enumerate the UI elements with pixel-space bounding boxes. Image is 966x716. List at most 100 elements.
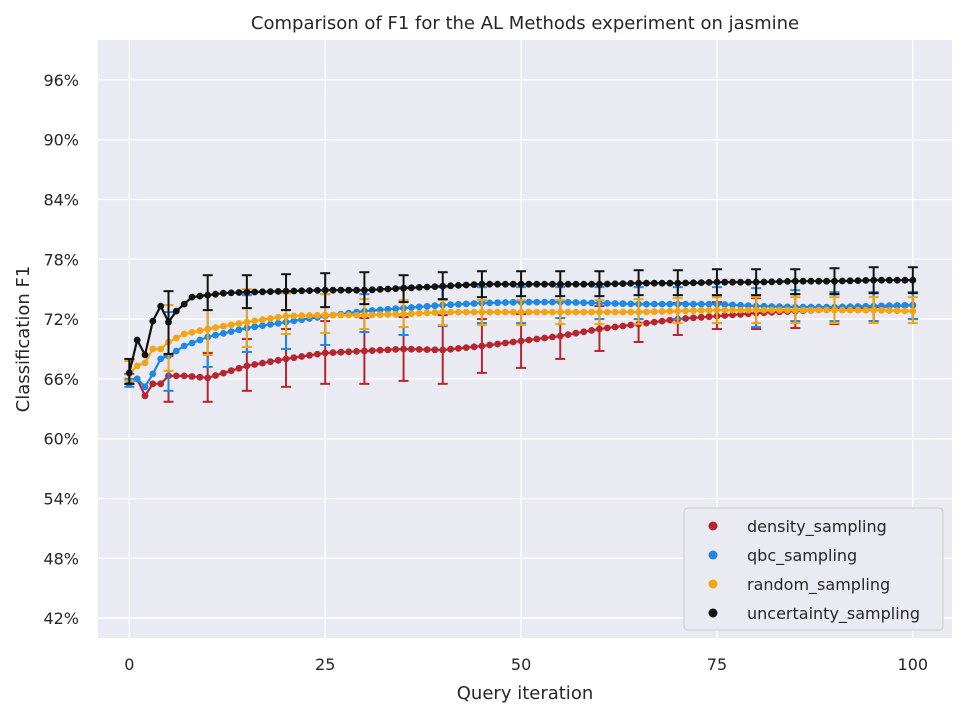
data-point bbox=[611, 308, 619, 316]
data-point bbox=[368, 311, 376, 319]
data-point bbox=[353, 286, 360, 294]
data-point bbox=[878, 276, 885, 284]
data-point bbox=[525, 280, 533, 288]
data-point bbox=[267, 321, 274, 328]
data-point bbox=[729, 306, 736, 314]
data-point bbox=[674, 279, 682, 287]
data-point bbox=[133, 375, 141, 383]
data-point bbox=[274, 313, 282, 321]
data-point bbox=[705, 300, 713, 308]
data-point bbox=[494, 299, 501, 307]
y-tick-label: 42% bbox=[43, 609, 79, 628]
data-point bbox=[799, 277, 807, 285]
data-point bbox=[564, 308, 572, 316]
data-point bbox=[235, 320, 243, 327]
data-point bbox=[400, 284, 407, 292]
data-point bbox=[721, 278, 729, 286]
y-tick-label: 60% bbox=[43, 430, 79, 449]
data-point bbox=[509, 298, 517, 306]
data-point bbox=[196, 373, 204, 381]
data-point bbox=[650, 300, 658, 308]
data-point bbox=[650, 318, 658, 326]
data-point bbox=[149, 370, 157, 378]
data-point bbox=[251, 361, 259, 368]
data-point bbox=[744, 278, 752, 286]
data-point bbox=[580, 299, 588, 307]
data-point bbox=[603, 308, 611, 316]
data-point bbox=[893, 302, 901, 309]
data-point bbox=[611, 300, 619, 307]
data-point bbox=[157, 302, 165, 310]
y-tick-label: 78% bbox=[43, 250, 79, 269]
data-point bbox=[525, 298, 533, 306]
data-point bbox=[455, 308, 462, 316]
data-point bbox=[682, 315, 689, 322]
data-point bbox=[298, 287, 306, 295]
y-tick-label: 54% bbox=[43, 489, 79, 508]
y-axis-label: Classification F1 bbox=[13, 266, 34, 413]
chart-title: Comparison of F1 for the AL Methods expe… bbox=[251, 13, 799, 34]
data-point bbox=[666, 307, 674, 315]
data-point bbox=[196, 292, 204, 300]
data-point bbox=[768, 278, 776, 286]
data-point bbox=[588, 327, 595, 334]
data-point bbox=[220, 322, 227, 330]
data-point bbox=[415, 346, 423, 353]
data-point bbox=[415, 303, 423, 311]
data-point bbox=[290, 354, 298, 362]
x-axis-label: Query iteration bbox=[457, 683, 593, 704]
data-point bbox=[251, 288, 259, 296]
data-point bbox=[486, 299, 494, 307]
data-point bbox=[267, 315, 274, 322]
data-point bbox=[478, 280, 486, 288]
data-point bbox=[243, 362, 251, 370]
data-point bbox=[838, 277, 846, 285]
data-point bbox=[580, 280, 588, 288]
data-point bbox=[729, 311, 736, 319]
data-point bbox=[212, 372, 219, 379]
data-point bbox=[298, 312, 306, 320]
data-point bbox=[423, 309, 431, 317]
data-point bbox=[682, 279, 689, 287]
y-tick-label: 96% bbox=[43, 71, 79, 90]
data-point bbox=[831, 306, 838, 314]
data-point bbox=[439, 282, 447, 290]
data-point bbox=[157, 380, 165, 388]
data-point bbox=[588, 308, 595, 316]
data-point bbox=[525, 336, 533, 344]
data-point bbox=[439, 346, 447, 354]
data-point bbox=[486, 308, 494, 316]
data-point bbox=[204, 374, 212, 382]
data-point bbox=[470, 300, 478, 307]
data-point bbox=[650, 279, 658, 287]
data-point bbox=[172, 347, 180, 355]
data-point bbox=[791, 277, 799, 285]
data-point bbox=[556, 280, 564, 288]
data-point bbox=[549, 308, 556, 316]
data-point bbox=[760, 278, 768, 286]
y-tick-label: 84% bbox=[43, 190, 79, 209]
data-point bbox=[180, 372, 188, 380]
data-point bbox=[737, 301, 744, 309]
data-point bbox=[188, 293, 196, 301]
data-point bbox=[431, 283, 439, 290]
data-point bbox=[619, 280, 627, 287]
legend-marker bbox=[708, 521, 718, 531]
data-point bbox=[674, 307, 682, 315]
data-point bbox=[721, 301, 729, 308]
data-point bbox=[165, 318, 172, 326]
x-tick-label: 0 bbox=[124, 655, 134, 674]
data-point bbox=[259, 288, 266, 296]
data-point bbox=[455, 282, 462, 289]
data-point bbox=[509, 338, 517, 346]
data-point bbox=[729, 301, 736, 309]
data-point bbox=[658, 300, 666, 308]
data-point bbox=[627, 300, 635, 308]
data-point bbox=[172, 334, 180, 342]
data-point bbox=[909, 307, 917, 315]
data-point bbox=[188, 373, 196, 380]
data-point bbox=[533, 308, 541, 316]
data-point bbox=[697, 279, 705, 286]
data-point bbox=[259, 316, 266, 324]
data-point bbox=[509, 280, 517, 288]
